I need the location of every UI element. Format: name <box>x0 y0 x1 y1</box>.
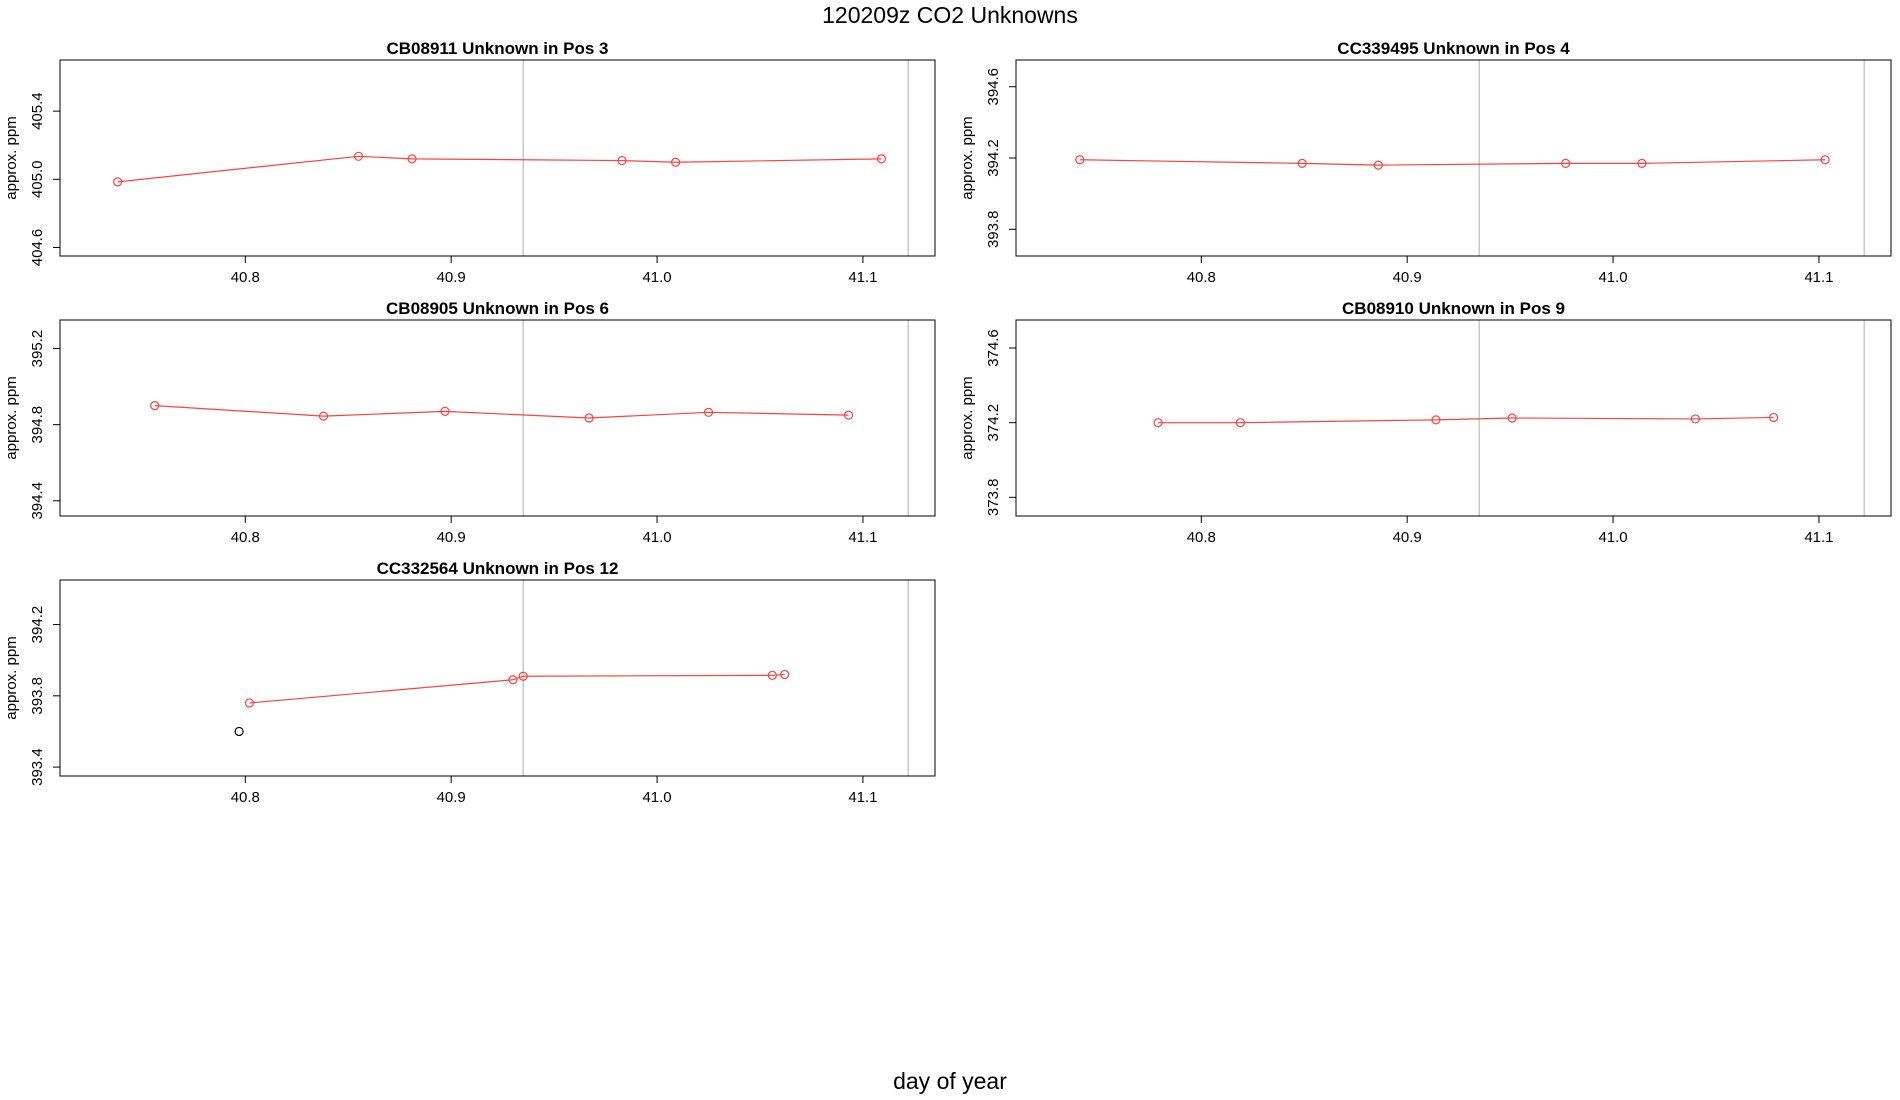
data-point <box>1561 158 1571 168</box>
x-axis-title: day of year <box>893 1068 1007 1094</box>
y-tick-label: 374.6 <box>985 329 1002 367</box>
x-tick-label: 40.8 <box>231 269 260 286</box>
x-tick-label: 41.0 <box>1598 529 1627 546</box>
data-point <box>1373 160 1383 170</box>
x-tick-label: 40.9 <box>437 269 466 286</box>
data-point <box>234 726 244 737</box>
plot-frame <box>59 319 936 517</box>
y-tick-label: 405.4 <box>29 92 46 130</box>
data-point <box>353 151 364 161</box>
x-tick-label: 40.8 <box>231 529 260 546</box>
x-tick-label: 40.8 <box>1187 269 1216 286</box>
y-axis-label: approx. ppm <box>3 636 20 719</box>
y-tick-label: 394.6 <box>985 68 1002 106</box>
x-tick-label: 41.0 <box>642 269 671 286</box>
x-tick-label: 41.1 <box>848 529 877 546</box>
data-point <box>440 406 450 416</box>
data-point <box>1075 155 1085 165</box>
series-line <box>154 405 849 419</box>
panel-title: CB08905 Unknown in Pos 6 <box>386 299 609 318</box>
x-tick-label: 41.1 <box>1804 529 1833 546</box>
plot-frame <box>1015 319 1892 517</box>
x-tick-label: 40.9 <box>437 789 466 806</box>
data-point <box>876 154 887 164</box>
x-tick-label: 40.9 <box>1393 529 1422 546</box>
data-point <box>508 675 518 685</box>
x-tick-label: 40.8 <box>231 789 260 806</box>
panel-5: CC332564 Unknown in Pos 12 40.8 40.9 41.0 41… <box>3 559 936 806</box>
x-tick-label: 41.1 <box>848 789 877 806</box>
plot-frame <box>59 579 936 777</box>
y-tick-label: 393.8 <box>985 210 1002 248</box>
series-line <box>1158 416 1774 424</box>
x-tick-label: 40.9 <box>437 529 466 546</box>
y-axis-label: approx. ppm <box>959 116 976 199</box>
data-point <box>843 410 854 420</box>
data-point <box>767 670 777 680</box>
y-tick-label: 394.2 <box>29 606 46 644</box>
data-point <box>1235 418 1246 428</box>
data-point <box>1820 155 1830 165</box>
plot-frame <box>59 59 936 257</box>
data-point <box>703 407 714 417</box>
data-point <box>780 669 790 680</box>
data-point <box>1637 158 1647 168</box>
data-point <box>407 154 417 164</box>
series-line <box>117 155 882 183</box>
plot-frame <box>1015 59 1892 257</box>
data-point <box>1507 413 1517 423</box>
x-tick-label: 41.0 <box>642 529 671 546</box>
figure-title: 120209z CO2 Unknowns <box>822 2 1078 28</box>
y-tick-label: 404.6 <box>29 229 46 267</box>
data-point <box>244 698 255 708</box>
data-point <box>617 155 627 166</box>
panel-1: CB08911 Unknown in Pos 3 40.8 40.9 41.0 41.1… <box>3 39 936 286</box>
panel-title: CC339495 Unknown in Pos 4 <box>1337 39 1570 58</box>
x-tick-label: 40.8 <box>1187 529 1216 546</box>
data-point <box>150 401 160 411</box>
x-tick-label: 41.0 <box>642 789 671 806</box>
data-point <box>1769 412 1779 423</box>
x-tick-label: 41.0 <box>1598 269 1627 286</box>
data-point <box>1690 414 1701 424</box>
data-point <box>1153 418 1163 428</box>
panel-title: CC332564 Unknown in Pos 12 <box>377 559 619 578</box>
panel-2: CC339495 Unknown in Pos 4 40.8 40.9 41.0 41.… <box>959 39 1892 286</box>
y-tick-label: 374.2 <box>985 404 1002 442</box>
y-axis-label: approx. ppm <box>3 116 20 199</box>
panel-3: CB08905 Unknown in Pos 6 40.8 40.9 41.0 41.1… <box>3 299 936 546</box>
data-point <box>1297 158 1307 168</box>
data-point <box>1431 415 1441 425</box>
y-tick-label: 395.2 <box>29 330 46 368</box>
data-point <box>670 157 681 167</box>
x-tick-label: 41.1 <box>848 269 877 286</box>
data-point <box>318 411 329 421</box>
panel-title: CB08911 Unknown in Pos 3 <box>386 39 608 58</box>
y-tick-label: 394.2 <box>985 139 1002 177</box>
panel-title: CB08910 Unknown in Pos 9 <box>1342 299 1565 318</box>
y-axis-label: approx. ppm <box>959 376 976 459</box>
y-tick-label: 405.0 <box>29 161 46 199</box>
x-tick-label: 40.9 <box>1393 269 1422 286</box>
y-axis-label: approx. ppm <box>3 376 20 459</box>
y-tick-label: 394.8 <box>29 406 46 444</box>
data-point <box>518 671 528 681</box>
data-point <box>584 413 594 423</box>
x-tick-label: 41.1 <box>1804 269 1833 286</box>
y-tick-label: 373.8 <box>985 479 1002 517</box>
panel-4: CB08910 Unknown in Pos 9 40.8 40.9 41.0 41.1… <box>959 299 1892 546</box>
y-tick-label: 393.8 <box>29 677 46 715</box>
y-tick-label: 393.4 <box>29 748 46 786</box>
y-tick-label: 394.4 <box>29 482 46 520</box>
series-line <box>1079 159 1826 166</box>
data-point <box>113 177 123 187</box>
